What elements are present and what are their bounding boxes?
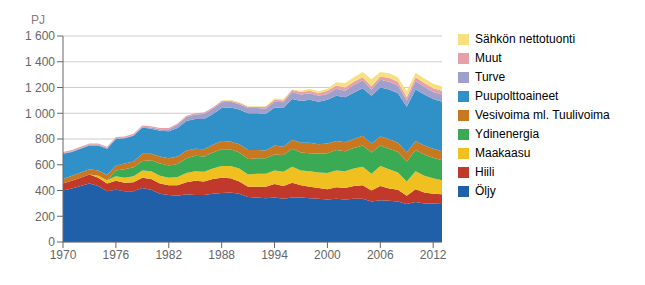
svg-text:2000: 2000 — [314, 248, 341, 262]
svg-text:1 200: 1 200 — [25, 81, 55, 95]
html-text:Puupolttoaineet: Puupolttoaineet — [475, 89, 559, 103]
svg-text:2012: 2012 — [420, 248, 447, 262]
svg-text:1 600: 1 600 — [25, 29, 55, 43]
svg-text:800: 800 — [35, 132, 55, 146]
svg-text:1982: 1982 — [155, 248, 182, 262]
svg-text:1988: 1988 — [208, 248, 235, 262]
svg-text:600: 600 — [35, 158, 55, 172]
html-text:Turve: Turve — [475, 70, 506, 84]
html-text:Hiili: Hiili — [475, 165, 495, 179]
html-text:Muut: Muut — [475, 51, 502, 65]
svg-text:200: 200 — [35, 210, 55, 224]
html-text:Öljy: Öljy — [475, 184, 496, 198]
svg-text:PJ: PJ — [31, 13, 45, 27]
svg-text:1 400: 1 400 — [25, 55, 55, 69]
svg-text:0: 0 — [48, 235, 55, 249]
html-text:Vesivoima ml. Tuulivoima: Vesivoima ml. Tuulivoima — [475, 108, 610, 122]
svg-text:400: 400 — [35, 184, 55, 198]
svg-text:1976: 1976 — [103, 248, 130, 262]
svg-text:1970: 1970 — [50, 248, 77, 262]
html-text:Sähkön nettotuonti: Sähkön nettotuonti — [475, 32, 576, 46]
html-text:Ydinenergia: Ydinenergia — [475, 127, 540, 141]
svg-text:1994: 1994 — [261, 248, 288, 262]
svg-text:2006: 2006 — [367, 248, 394, 262]
html-text:Maakaasu: Maakaasu — [475, 146, 531, 160]
svg-text:1 000: 1 000 — [25, 107, 55, 121]
